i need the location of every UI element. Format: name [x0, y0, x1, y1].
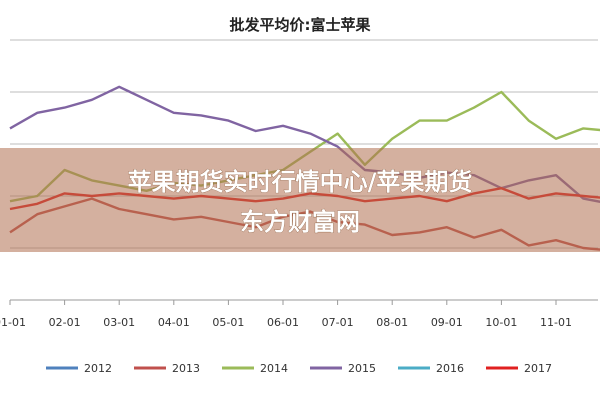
legend-label-2017: 2017	[524, 362, 552, 375]
watermark-line-2: 东方财富网	[240, 208, 360, 236]
legend-label-2014: 2014	[260, 362, 288, 375]
x-tick-label: 02-01	[49, 316, 81, 329]
x-tick-label: 01-01	[0, 316, 26, 329]
x-tick-label: 10-01	[485, 316, 517, 329]
x-tick-label: 09-01	[431, 316, 463, 329]
x-tick-label: 11-01	[540, 316, 572, 329]
legend: 2012 2013 2014 2015 2016 2017	[46, 362, 552, 375]
x-tick-label: 08-01	[376, 316, 408, 329]
x-axis: 01-01 02-01 03-01 04-01 05-01 06-01 07-01 08-01…	[0, 300, 572, 329]
x-tick-label: 05-01	[212, 316, 244, 329]
x-tick-label: 06-01	[267, 316, 299, 329]
legend-label-2012: 2012	[84, 362, 112, 375]
legend-label-2016: 2016	[436, 362, 464, 375]
legend-label-2013: 2013	[172, 362, 200, 375]
watermark-line-1: 苹果期货实时行情中心/苹果期货	[128, 168, 473, 196]
x-tick-label: 04-01	[158, 316, 190, 329]
chart-title: 批发平均价:富士苹果	[230, 16, 372, 34]
watermark-banner	[0, 148, 600, 252]
x-tick-label: 03-01	[103, 316, 135, 329]
legend-label-2015: 2015	[348, 362, 376, 375]
x-tick-label: 07-01	[322, 316, 354, 329]
